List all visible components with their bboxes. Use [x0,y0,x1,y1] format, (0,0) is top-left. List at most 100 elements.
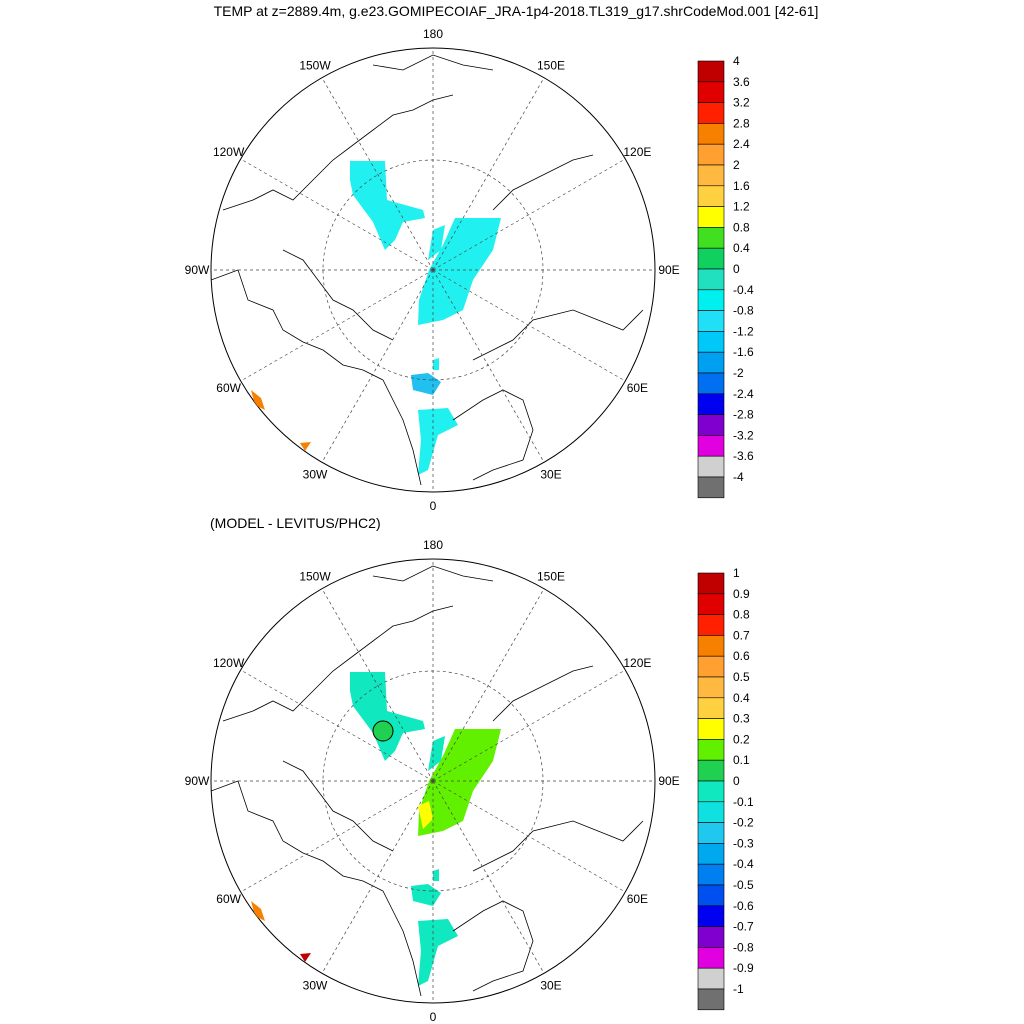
colorbar-label: -0.7 [733,920,754,934]
eurasian-basin-region [418,218,501,325]
colorbar-label: -3.2 [733,428,754,442]
figure-title: TEMP at z=2889.4m, g.e23.GOMIPECOIAF_JRA… [214,3,819,19]
lon-label: 120W [213,656,245,670]
contour-patch [372,720,394,742]
colorbar-label: 0.7 [733,628,750,642]
small-patch [433,358,439,370]
lon-label: 180 [423,27,443,41]
colorbar-label: 0 [733,262,740,276]
colorbar-swatch [697,947,725,969]
colorbar-swatch [697,926,725,948]
coastlines [211,565,644,997]
colorbar-swatch [697,289,725,311]
colorbar-swatch [697,843,725,865]
positive-edge [418,801,433,829]
colorbar-swatch [697,310,725,332]
bottom-polar-map: 180 150E 120E 90E 60E 30E 0 30W 60W 90W 120W 150W [185,538,680,1024]
colorbar-swatch [697,780,725,803]
colorbar-label: 1.6 [733,179,750,193]
colorbar-label: -0.8 [733,304,754,318]
colorbar-label: 0 [733,774,740,788]
colorbar-label: 1.2 [733,200,750,214]
colorbar-swatch [697,884,725,907]
colorbar-swatch [697,247,725,270]
colorbar-swatch [697,206,725,228]
colorbar-swatch [697,227,725,249]
lon-label: 0 [430,499,437,513]
lon-label: 30E [540,467,561,481]
colorbar-label: 0.6 [733,649,750,663]
colorbar-label: 4 [733,54,740,68]
colorbar-swatch [697,268,725,291]
colorbar-swatch [697,822,725,844]
lon-label: 180 [423,538,443,552]
lon-label: 30E [540,978,561,992]
bottom-colorbar: 1 0.9 0.8 0.7 0.6 0.5 0.4 0.3 0.2 0.1 0 -0.1 -0.2 -0.… [697,566,754,1011]
fram-strait-region [411,884,441,906]
colorbar-swatch [697,81,725,103]
lon-label: 90E [658,263,679,277]
greenland-sea-region [418,919,458,986]
colorbar-swatch [697,739,725,761]
fram-strait-region [411,373,441,395]
colorbar-label: 0.8 [733,220,750,234]
colorbar-label: -0.8 [733,940,754,954]
greenland-sea-region [418,408,458,475]
lon-label: 90W [185,774,210,788]
colorbar-swatch [697,759,725,782]
lon-label: 150W [299,570,331,584]
lomonosov-region [428,736,445,771]
colorbar-swatch [697,60,725,83]
colorbar-label: -2.8 [733,408,754,422]
colorbar-label: 0.2 [733,732,750,746]
lon-label: 120E [623,656,651,670]
lon-label: 60E [627,892,648,906]
lon-label: 30W [303,467,328,481]
lon-label: 90W [185,263,210,277]
lon-label: 150E [537,59,565,73]
colorbar-swatch [697,988,725,1011]
colorbar-label: 2.4 [733,137,750,151]
colorbar-label: 3.6 [733,75,750,89]
shaded-regions [251,161,501,475]
colorbar-label: -0.4 [733,857,754,871]
graticule [211,48,655,492]
beaufort-region [350,161,425,250]
colorbar-label: -1.2 [733,324,754,338]
colorbar-label: -0.5 [733,878,754,892]
colorbar-swatch [697,697,725,719]
colorbar-swatch [697,572,725,595]
colorbar-label: -0.9 [733,961,754,975]
lon-label: 150E [537,570,565,584]
colorbar-swatch [697,614,725,636]
colorbar-label: -0.1 [733,795,754,809]
colorbar-swatch [697,655,725,678]
colorbar-swatch [697,593,725,615]
colorbar-label: 0.8 [733,608,750,622]
lon-label: 120E [623,145,651,159]
top-polar-map: 180 150E 120E 90E 60E 30E 0 30W 60W 90W 120W 150W [185,27,680,513]
colorbar-label: -1.6 [733,345,754,359]
colorbar-label: -3.6 [733,449,754,463]
lomonosov-region [428,225,445,260]
colorbar-swatch [697,676,725,699]
colorbar-swatch [697,393,725,415]
colorbar-swatch [697,718,725,740]
labrador-patch [251,390,265,410]
colorbar-label: 0.9 [733,587,750,601]
small-patch [433,869,439,881]
lon-label: 0 [430,1010,437,1024]
colorbar-swatch [697,905,725,927]
colorbar-swatch [697,414,725,436]
colorbar-swatch [697,967,725,990]
coastlines [211,54,644,486]
atlantic-patch [300,442,311,451]
colorbar-label: -1 [733,982,744,996]
colorbar-label: 1 [733,566,740,580]
colorbar-swatch [697,635,725,657]
lon-label: 60W [216,892,241,906]
colorbar-swatch [697,351,725,374]
eurasian-basin-region [418,729,501,836]
colorbar-label: -2 [733,366,744,380]
